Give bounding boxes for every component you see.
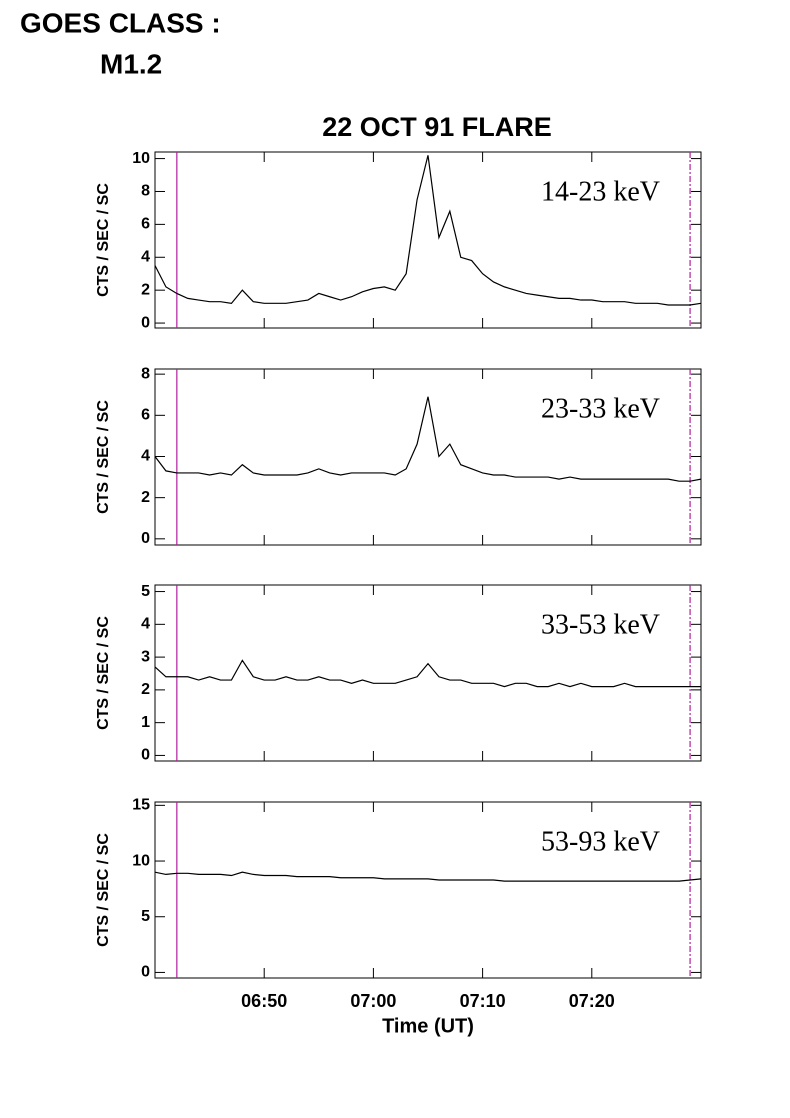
- x-tick-label: 07:20: [569, 991, 615, 1011]
- y-axis-label: CTS / SEC / SC: [95, 833, 112, 947]
- data-line: [154, 659, 701, 688]
- y-tick-label: 10: [132, 150, 150, 167]
- y-tick-label: 0: [141, 530, 150, 547]
- y-axis-label: CTS / SEC / SC: [95, 400, 112, 514]
- y-tick-label: 1: [141, 714, 150, 731]
- y-axis-label: CTS / SEC / SC: [95, 616, 112, 730]
- y-tick-label: 4: [141, 616, 150, 633]
- data-line: [154, 155, 702, 306]
- y-axis-label: CTS / SEC / SC: [95, 183, 112, 297]
- chart-title: 22 OCT 91 FLARE: [322, 112, 552, 142]
- annotation: 23-33 keV: [541, 393, 660, 424]
- x-axis-label: Time (UT): [382, 1015, 474, 1037]
- y-tick-label: 6: [141, 407, 150, 424]
- y-tick-label: 3: [141, 648, 150, 665]
- header-title: GOES CLASS :: [20, 7, 221, 38]
- x-tick-label: 07:00: [350, 991, 396, 1011]
- y-tick-label: 15: [132, 797, 150, 814]
- y-tick-label: 8: [141, 365, 150, 382]
- header-subtitle: M1.2: [100, 48, 162, 79]
- plot-frame: [154, 151, 702, 329]
- y-tick-label: 0: [141, 747, 150, 764]
- y-tick-label: 2: [141, 281, 150, 298]
- y-tick-label: 8: [141, 183, 150, 200]
- plot-frame: [154, 584, 702, 762]
- y-tick-label: 5: [141, 583, 150, 600]
- annotation: 53-93 keV: [541, 826, 660, 857]
- y-tick-label: 0: [141, 964, 150, 981]
- annotation: 33-53 keV: [541, 609, 660, 640]
- plot-frame: [154, 801, 702, 979]
- y-tick-label: 6: [141, 216, 150, 233]
- x-tick-label: 06:50: [241, 991, 287, 1011]
- y-tick-label: 2: [141, 681, 150, 698]
- data-line: [154, 871, 702, 882]
- y-tick-label: 2: [141, 489, 150, 506]
- y-tick-label: 4: [141, 248, 150, 265]
- y-tick-label: 10: [132, 852, 150, 869]
- y-tick-label: 0: [141, 314, 150, 331]
- x-tick-label: 07:10: [460, 991, 506, 1011]
- y-tick-label: 5: [141, 908, 150, 925]
- data-line: [154, 396, 702, 482]
- y-tick-label: 4: [141, 448, 150, 465]
- annotation: 14-23 keV: [541, 176, 660, 207]
